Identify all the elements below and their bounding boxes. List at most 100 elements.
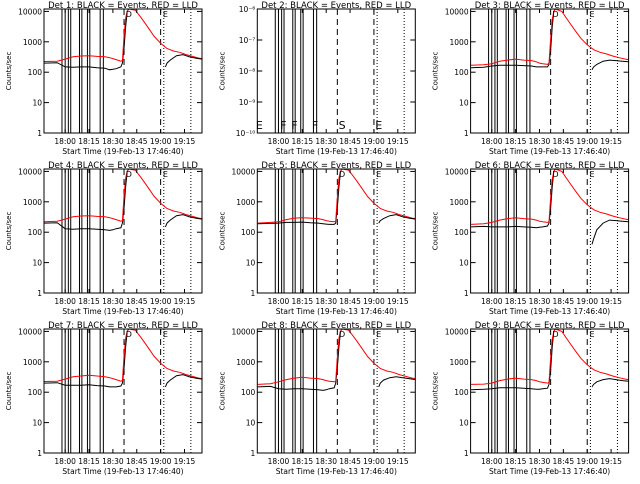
y-tick-label: 1 xyxy=(464,449,469,458)
chart-title: Det 1: BLACK = Events, RED = LLD xyxy=(48,1,198,11)
y-tick-label: 100 xyxy=(454,388,469,397)
flag-label: E xyxy=(589,330,594,339)
flag-label: D xyxy=(126,170,132,179)
y-tick-label: 1000 xyxy=(450,198,469,207)
chart-panel: D E18:00 18:15 18:30 18:45 19:00 19:1511010010… xyxy=(5,161,203,316)
x-tick-label: 18:00 xyxy=(481,457,503,466)
events-series-line xyxy=(44,169,130,231)
x-axis-label: Start Time (19-Feb-13 17:46:40) xyxy=(489,307,610,316)
y-tick-label: 10000 xyxy=(445,327,469,336)
x-tick-label: 18:45 xyxy=(553,297,575,306)
y-tick-label: 1 xyxy=(251,449,256,458)
flag-label: E xyxy=(589,170,594,179)
chart-panel: D E18:00 18:15 18:30 18:45 19:00 19:1511010010… xyxy=(432,161,630,316)
events-series-line xyxy=(471,169,556,229)
events-series-line xyxy=(44,9,130,71)
x-tick-label: 18:45 xyxy=(126,457,148,466)
x-tick-label: 18:00 xyxy=(268,297,290,306)
flag-label: E xyxy=(163,330,168,339)
chart-title: Det 2: BLACK = Events, RED = LLD xyxy=(261,1,411,11)
chart-title: Det 6: BLACK = Events, RED = LLD xyxy=(475,161,625,171)
x-tick-label: 19:15 xyxy=(600,137,622,146)
x-tick-label: 18:30 xyxy=(529,457,551,466)
y-tick-label: 10000 xyxy=(445,7,469,16)
flag-label: E xyxy=(589,10,594,19)
y-tick-label: 1 xyxy=(464,129,469,138)
x-tick-label: 19:00 xyxy=(363,297,385,306)
x-axis-label: Start Time (19-Feb-13 17:46:40) xyxy=(276,307,397,316)
y-axis-label: Counts/sec xyxy=(432,212,440,251)
events-series-line xyxy=(164,214,202,228)
flag-label: D xyxy=(126,330,132,339)
y-tick-label: 1000 xyxy=(450,38,469,47)
axes-frame xyxy=(43,328,203,454)
y-tick-label: 1 xyxy=(37,129,42,138)
x-tick-label: 18:15 xyxy=(78,297,100,306)
x-tick-label: 18:15 xyxy=(292,137,314,146)
x-tick-label: 18:30 xyxy=(315,137,337,146)
x-tick-label: 19:15 xyxy=(174,297,196,306)
x-tick-label: 19:00 xyxy=(576,297,598,306)
axes-frame xyxy=(256,8,416,134)
x-tick-label: 19:15 xyxy=(174,457,196,466)
x-axis-label: Start Time (19-Feb-13 17:46:40) xyxy=(276,147,397,156)
x-axis-label: Start Time (19-Feb-13 17:46:40) xyxy=(62,307,183,316)
y-tick-label: 10 xyxy=(459,259,469,268)
y-axis-label: Counts/sec xyxy=(218,212,226,251)
y-tick-label: 10000 xyxy=(18,7,42,16)
chart-panel: D E18:00 18:15 18:30 18:45 19:00 19:1511010010… xyxy=(218,321,416,476)
x-tick-label: 18:45 xyxy=(339,457,361,466)
x-tick-label: 19:00 xyxy=(150,137,172,146)
y-tick-label: 100 xyxy=(28,388,43,397)
y-tick-label: 10 xyxy=(246,419,256,428)
chart-title: Det 7: BLACK = Events, RED = LLD xyxy=(48,321,198,331)
x-tick-label: 19:00 xyxy=(150,297,172,306)
y-tick-label: 10⁻⁶ xyxy=(239,5,256,14)
x-tick-label: 19:00 xyxy=(363,457,385,466)
events-series-line xyxy=(591,378,629,388)
flag-label: F xyxy=(280,119,286,132)
y-tick-label: 1 xyxy=(37,289,42,298)
axes-frame xyxy=(470,168,630,294)
y-axis-label: Counts/sec xyxy=(5,52,13,91)
x-tick-label: 18:15 xyxy=(78,457,100,466)
x-tick-label: 19:15 xyxy=(174,137,196,146)
flag-label: E xyxy=(376,330,381,339)
y-tick-label: 10⁻⁷ xyxy=(239,36,256,45)
lld-series-line xyxy=(44,329,202,382)
x-tick-label: 18:15 xyxy=(505,457,527,466)
x-tick-label: 18:45 xyxy=(339,297,361,306)
x-tick-label: 18:15 xyxy=(78,137,100,146)
x-tick-label: 19:15 xyxy=(387,137,409,146)
x-tick-label: 19:15 xyxy=(600,297,622,306)
lld-series-line xyxy=(44,169,202,223)
x-axis-label: Start Time (19-Feb-13 17:46:40) xyxy=(489,467,610,476)
x-tick-label: 18:30 xyxy=(529,137,551,146)
chart-title: Det 9: BLACK = Events, RED = LLD xyxy=(475,321,625,331)
y-tick-label: 1 xyxy=(464,289,469,298)
y-tick-label: 1000 xyxy=(236,198,255,207)
y-tick-label: 1000 xyxy=(450,358,469,367)
y-tick-label: 10⁻⁹ xyxy=(239,98,256,107)
y-axis-label: Counts/sec xyxy=(432,52,440,91)
y-axis-label: Counts/sec xyxy=(218,372,226,411)
y-tick-label: 10000 xyxy=(231,167,255,176)
x-tick-label: 18:45 xyxy=(553,137,575,146)
chart-panel: D E18:00 18:15 18:30 18:45 19:00 19:1511010010… xyxy=(218,161,416,316)
flag-label: D xyxy=(339,330,345,339)
x-tick-label: 19:00 xyxy=(576,137,598,146)
chart-panel: D E18:00 18:15 18:30 18:45 19:00 19:1511010010… xyxy=(432,321,630,476)
y-axis-label: Counts/sec xyxy=(218,52,226,91)
lld-series-line xyxy=(44,9,202,62)
y-axis-label: Counts/sec xyxy=(5,372,13,411)
events-series-line xyxy=(591,219,629,245)
axes-frame xyxy=(43,168,203,294)
y-tick-label: 1000 xyxy=(23,358,42,367)
y-tick-label: 1000 xyxy=(23,38,42,47)
events-series-line xyxy=(378,376,416,388)
chart-title: Det 8: BLACK = Events, RED = LLD xyxy=(261,321,411,331)
chart-panel: D E18:00 18:15 18:30 18:45 19:00 19:1511010010… xyxy=(432,1,630,156)
